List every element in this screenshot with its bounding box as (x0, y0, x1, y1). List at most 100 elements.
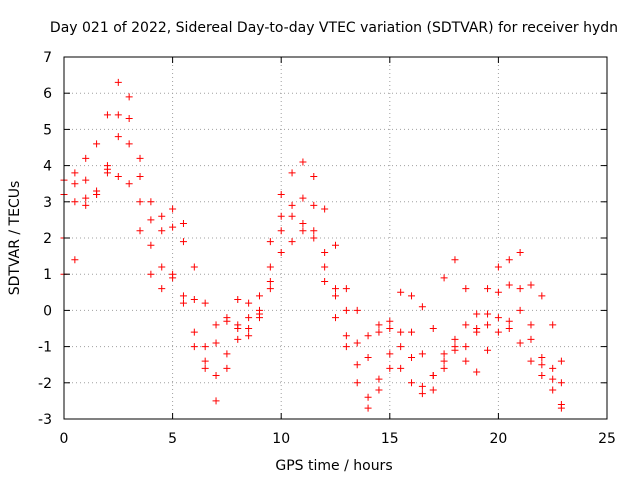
data-point (484, 346, 492, 354)
data-point (71, 256, 79, 264)
data-point (440, 274, 448, 282)
data-point (114, 111, 122, 119)
data-point (386, 350, 394, 358)
data-point (494, 263, 502, 271)
data-point (418, 350, 426, 358)
y-tick-label: 4 (43, 159, 52, 175)
data-point (71, 169, 79, 177)
data-point (234, 296, 242, 304)
data-point (353, 379, 361, 387)
data-point (158, 212, 166, 220)
data-point (310, 201, 318, 209)
data-point (114, 78, 122, 86)
data-point (179, 220, 187, 228)
data-point (201, 364, 209, 372)
data-point (538, 361, 546, 369)
data-point (147, 216, 155, 224)
data-point (321, 248, 329, 256)
data-point (386, 317, 394, 325)
data-point (125, 93, 133, 101)
data-point (299, 158, 307, 166)
data-point (557, 404, 565, 412)
data-point (255, 306, 263, 314)
data-point (277, 212, 285, 220)
data-point (342, 343, 350, 351)
x-tick-labels: 0 5 10 15 20 25 (60, 431, 616, 447)
data-point (342, 332, 350, 340)
data-point (484, 285, 492, 293)
data-point (418, 390, 426, 398)
data-point (549, 375, 557, 383)
y-tick-label: -2 (38, 376, 52, 392)
data-point (462, 343, 470, 351)
data-point (473, 310, 481, 318)
data-point (299, 227, 307, 235)
series-track-4 (60, 158, 565, 412)
y-axis-title: SDTVAR / TECUs (7, 181, 23, 296)
data-point (310, 172, 318, 180)
data-point (255, 314, 263, 322)
data-point (136, 227, 144, 235)
x-tick-label: 25 (598, 431, 616, 447)
data-point (125, 115, 133, 123)
data-point (169, 223, 177, 231)
data-point (557, 379, 565, 387)
data-point (462, 357, 470, 365)
data-point (440, 350, 448, 358)
data-point (277, 248, 285, 256)
y-tick-label: 7 (43, 50, 52, 66)
data-point (494, 288, 502, 296)
data-point (125, 180, 133, 188)
data-point (147, 241, 155, 249)
data-point (429, 325, 437, 332)
data-point (288, 238, 296, 246)
data-point (538, 372, 546, 380)
y-tick-label: -3 (38, 412, 52, 428)
data-point (169, 270, 177, 278)
data-point (190, 263, 198, 271)
data-point (245, 332, 253, 340)
data-point (201, 357, 209, 365)
data-point (332, 314, 339, 322)
data-point (505, 281, 513, 289)
data-point (342, 285, 350, 293)
data-point (375, 386, 383, 394)
data-point (505, 317, 513, 325)
data-point (82, 154, 90, 162)
data-point (386, 364, 394, 372)
data-point (212, 397, 220, 405)
y-tick-label: 1 (43, 267, 52, 283)
data-point (212, 372, 220, 380)
data-point (71, 180, 79, 188)
data-point (429, 386, 437, 394)
data-point (266, 238, 274, 246)
data-point (451, 335, 459, 343)
data-point (321, 205, 329, 213)
data-point (299, 194, 307, 202)
data-point (190, 328, 198, 336)
data-point (549, 364, 557, 372)
data-point (234, 325, 242, 332)
data-point (288, 201, 296, 209)
data-point (527, 281, 535, 289)
data-point (288, 212, 296, 220)
data-point (245, 314, 253, 322)
series-track-1 (60, 78, 565, 365)
data-point (223, 364, 231, 372)
data-point (516, 285, 524, 293)
data-point (364, 404, 372, 412)
x-tick-label: 0 (60, 431, 69, 447)
data-point (473, 368, 481, 376)
data-point (429, 372, 437, 380)
data-point (364, 393, 372, 401)
data-point (516, 306, 524, 314)
data-point (93, 140, 101, 148)
data-point (82, 201, 90, 209)
data-point (179, 299, 187, 307)
data-point (212, 321, 220, 329)
data-point (408, 328, 416, 336)
data-point (190, 343, 198, 351)
y-tick-labels: -3 -2 -1 0 1 2 3 4 5 6 7 (38, 50, 52, 428)
data-point (375, 328, 383, 336)
data-point (114, 133, 122, 141)
